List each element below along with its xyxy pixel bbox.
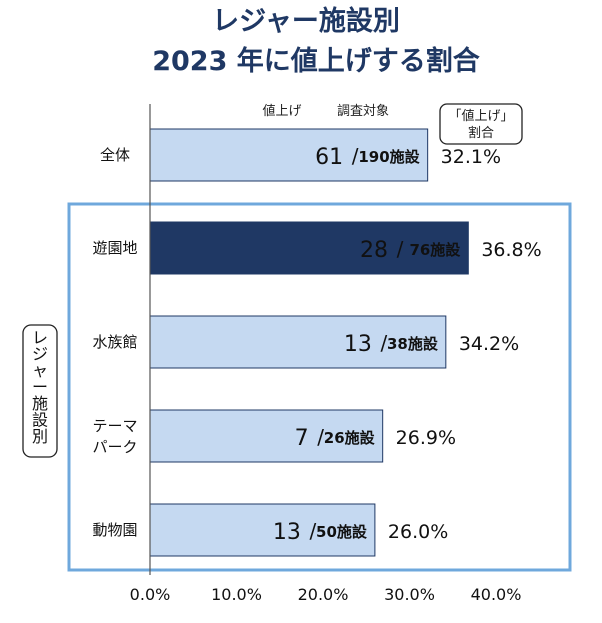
column-header-ratio-line2: 割合	[468, 125, 494, 141]
slash: /	[380, 331, 387, 355]
bar	[149, 503, 376, 557]
bar-group: 全体 190施設/ 61 32.1%	[100, 128, 501, 182]
ratio-header-box	[439, 103, 523, 145]
chart-title-line2: 2023 年に値上げする割合	[152, 45, 480, 77]
category-label: 全体	[100, 146, 130, 164]
total-label: 26施設	[324, 429, 376, 447]
percent-label: 36.8%	[481, 239, 541, 261]
slash: /	[317, 425, 324, 449]
bar-group: 動物園 50施設/ 13 26.0%	[92, 503, 448, 557]
slash: /	[310, 519, 317, 543]
x-tick-label: 10.0%	[211, 585, 262, 604]
category-label: 水族館	[92, 333, 137, 351]
bar	[149, 409, 384, 463]
column-header-raised: 値上げ	[262, 103, 301, 119]
bar	[149, 315, 447, 369]
group-label: レジャー施設別	[32, 328, 48, 446]
percent-label: 26.0%	[388, 521, 448, 543]
bar-group: テーマパーク 26施設/ 7 26.9%	[92, 409, 456, 463]
column-header-surveyed: 調査対象	[337, 104, 389, 119]
x-tick-label: 20.0%	[298, 585, 349, 604]
raised-count: 61	[315, 145, 343, 170]
percent-label: 26.9%	[396, 427, 456, 449]
total-label: 190施設	[358, 148, 420, 166]
x-tick-label: 30.0%	[384, 585, 435, 604]
slash: /	[352, 144, 359, 168]
raised-count: 13	[344, 332, 372, 357]
percent-label: 34.2%	[459, 333, 519, 355]
total-label: 38施設	[387, 335, 439, 353]
group-box	[67, 202, 572, 572]
bar	[149, 128, 429, 182]
raised-count: 7	[295, 426, 309, 451]
group-label-box	[22, 324, 58, 458]
x-tick-label: 40.0%	[471, 585, 522, 604]
total-label: 76施設	[409, 241, 461, 259]
bar-group: 水族館 38施設/ 13 34.2%	[92, 315, 519, 369]
category-label: 動物園	[92, 521, 137, 539]
x-tick-label: 0.0%	[130, 585, 171, 604]
raised-count: 13	[273, 520, 301, 545]
chart-title-line1: レジャー施設別	[212, 5, 400, 37]
total-label: 50施設	[316, 523, 368, 541]
category-label: テーマパーク	[92, 417, 137, 456]
category-label: 遊園地	[92, 239, 137, 257]
slash: /	[397, 237, 404, 261]
bar-group: 遊園地 76施設 / 28 36.8%	[92, 221, 542, 275]
raised-count: 28	[360, 238, 388, 263]
column-header-ratio-line1: 「値上げ」	[448, 108, 513, 124]
percent-label: 32.1%	[441, 146, 501, 168]
